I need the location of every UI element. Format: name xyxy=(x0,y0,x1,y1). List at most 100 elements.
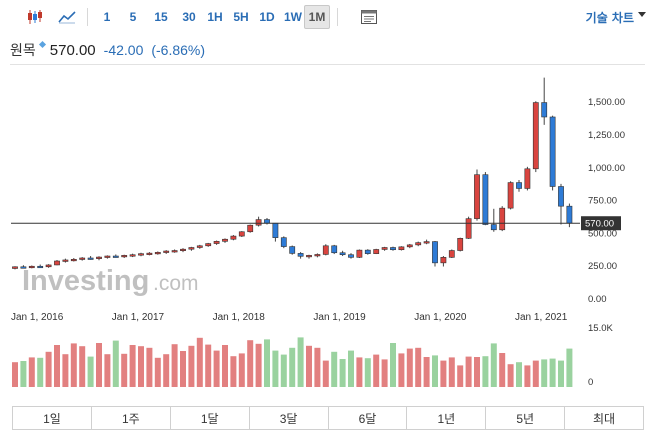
candle-up xyxy=(457,238,464,251)
volume-bar xyxy=(222,345,228,387)
candle-down xyxy=(272,222,279,238)
candle-down xyxy=(390,247,396,251)
candle-up xyxy=(138,253,144,256)
volume-bar xyxy=(238,353,245,387)
volume-bar xyxy=(482,356,489,387)
volume-bar xyxy=(558,360,564,387)
candle-up xyxy=(247,224,254,233)
interval-1w[interactable]: 1W xyxy=(284,10,302,24)
candle-up xyxy=(28,265,35,269)
chart-settings-icon[interactable] xyxy=(356,5,382,29)
candle-up xyxy=(96,256,102,259)
candle-up xyxy=(222,238,228,242)
price-tick-label: 1,000.00 xyxy=(588,163,625,174)
volume-bar xyxy=(390,343,396,387)
candle-down xyxy=(566,205,573,224)
candle-up xyxy=(146,252,153,255)
range-5-year[interactable]: 5년 xyxy=(486,407,566,429)
interval-15[interactable]: 15 xyxy=(154,10,168,24)
interval-1d[interactable]: 1D xyxy=(259,10,275,24)
candle-down xyxy=(516,182,522,189)
volume-tick-label: 0 xyxy=(588,377,593,388)
interval-1h[interactable]: 1H xyxy=(207,10,223,24)
candle-up xyxy=(356,249,363,258)
interval-1m[interactable]: 1M xyxy=(304,5,330,29)
candle-up xyxy=(532,102,539,170)
volume-bar xyxy=(348,350,354,387)
volume-bar xyxy=(12,362,18,387)
candle-up xyxy=(104,255,111,258)
volume-bar xyxy=(339,359,346,387)
time-axis: Jan 1, 2016 Jan 1, 2017 Jan 1, 2018 Jan 1, … xyxy=(11,312,568,323)
time-tick-label: Jan 1, 2020 xyxy=(414,312,467,323)
volume-bar xyxy=(255,343,262,387)
range-1-week[interactable]: 1주 xyxy=(92,407,171,429)
candle-down xyxy=(364,249,371,254)
chart-type-dropdown[interactable]: 기술 차트 xyxy=(585,11,634,25)
watermark-suffix: .com xyxy=(153,272,199,295)
interval-5h[interactable]: 5H xyxy=(233,10,249,24)
candlestick-chart-icon[interactable] xyxy=(22,5,48,29)
candle-up xyxy=(507,182,514,209)
volume-bar xyxy=(306,345,312,387)
last-price-tag-label: 570.00 xyxy=(585,219,614,230)
volume-bar xyxy=(465,356,472,387)
candle-up xyxy=(448,250,455,258)
chevron-down-icon[interactable] xyxy=(638,12,646,17)
volume-bar xyxy=(532,360,539,387)
volume-bar xyxy=(96,343,102,387)
range-1-year[interactable]: 1년 xyxy=(407,407,487,429)
volume-bar xyxy=(314,347,321,387)
time-tick-label: Jan 1, 2019 xyxy=(313,312,366,323)
volume-bar xyxy=(364,358,371,387)
volume-series xyxy=(12,337,573,387)
volume-bar xyxy=(62,354,69,387)
toolbar-divider xyxy=(87,8,88,26)
interval-30[interactable]: 30 xyxy=(182,10,196,24)
candle-up xyxy=(440,257,447,264)
volume-bar xyxy=(331,351,338,387)
candle-up xyxy=(62,259,69,262)
interval-1[interactable]: 1 xyxy=(103,10,111,24)
candle-up xyxy=(322,245,329,255)
candle-up xyxy=(129,254,136,257)
candle-up xyxy=(423,241,430,244)
candle-up xyxy=(406,244,413,248)
price-tick-label: 500.00 xyxy=(588,228,617,239)
last-price-line: 570.00 xyxy=(11,216,621,231)
price-chart[interactable]: Investing .com 0.00 250.00 500.00 750.00 1,0… xyxy=(0,65,655,405)
time-tick-label: Jan 1, 2018 xyxy=(213,312,266,323)
range-1-day[interactable]: 1일 xyxy=(13,407,92,429)
volume-bar xyxy=(490,343,497,387)
candle-up xyxy=(163,250,170,253)
volume-bar xyxy=(516,362,522,387)
range-6-month[interactable]: 6달 xyxy=(329,407,408,429)
volume-bar xyxy=(415,347,422,387)
volume-bar xyxy=(213,350,220,387)
candle-up xyxy=(238,231,245,237)
volume-bar xyxy=(121,353,128,387)
price-tick-label: 1,500.00 xyxy=(588,97,625,108)
volume-bar xyxy=(205,344,212,387)
volume-bar xyxy=(180,351,186,387)
volume-bar xyxy=(230,356,237,387)
candle-up xyxy=(12,266,18,269)
range-3-month[interactable]: 3달 xyxy=(250,407,329,429)
candle-up xyxy=(398,246,405,251)
candle-down xyxy=(289,246,296,254)
interval-5[interactable]: 5 xyxy=(129,10,137,24)
volume-bar xyxy=(381,359,388,387)
candle-up xyxy=(499,207,506,231)
line-chart-icon[interactable] xyxy=(54,5,80,29)
candle-down xyxy=(541,102,548,118)
price-axis: 0.00 250.00 500.00 750.00 1,000.00 1,250.00 1,… xyxy=(588,97,625,305)
volume-bar xyxy=(138,346,144,387)
range-1-month[interactable]: 1달 xyxy=(171,407,250,429)
volume-bar xyxy=(129,345,136,387)
volume-bar xyxy=(398,353,405,387)
volume-bar xyxy=(541,359,548,387)
range-max[interactable]: 최대 xyxy=(593,411,616,426)
candle-up xyxy=(314,254,321,257)
candle-up xyxy=(45,264,52,268)
price-change: -42.00 xyxy=(103,42,144,58)
